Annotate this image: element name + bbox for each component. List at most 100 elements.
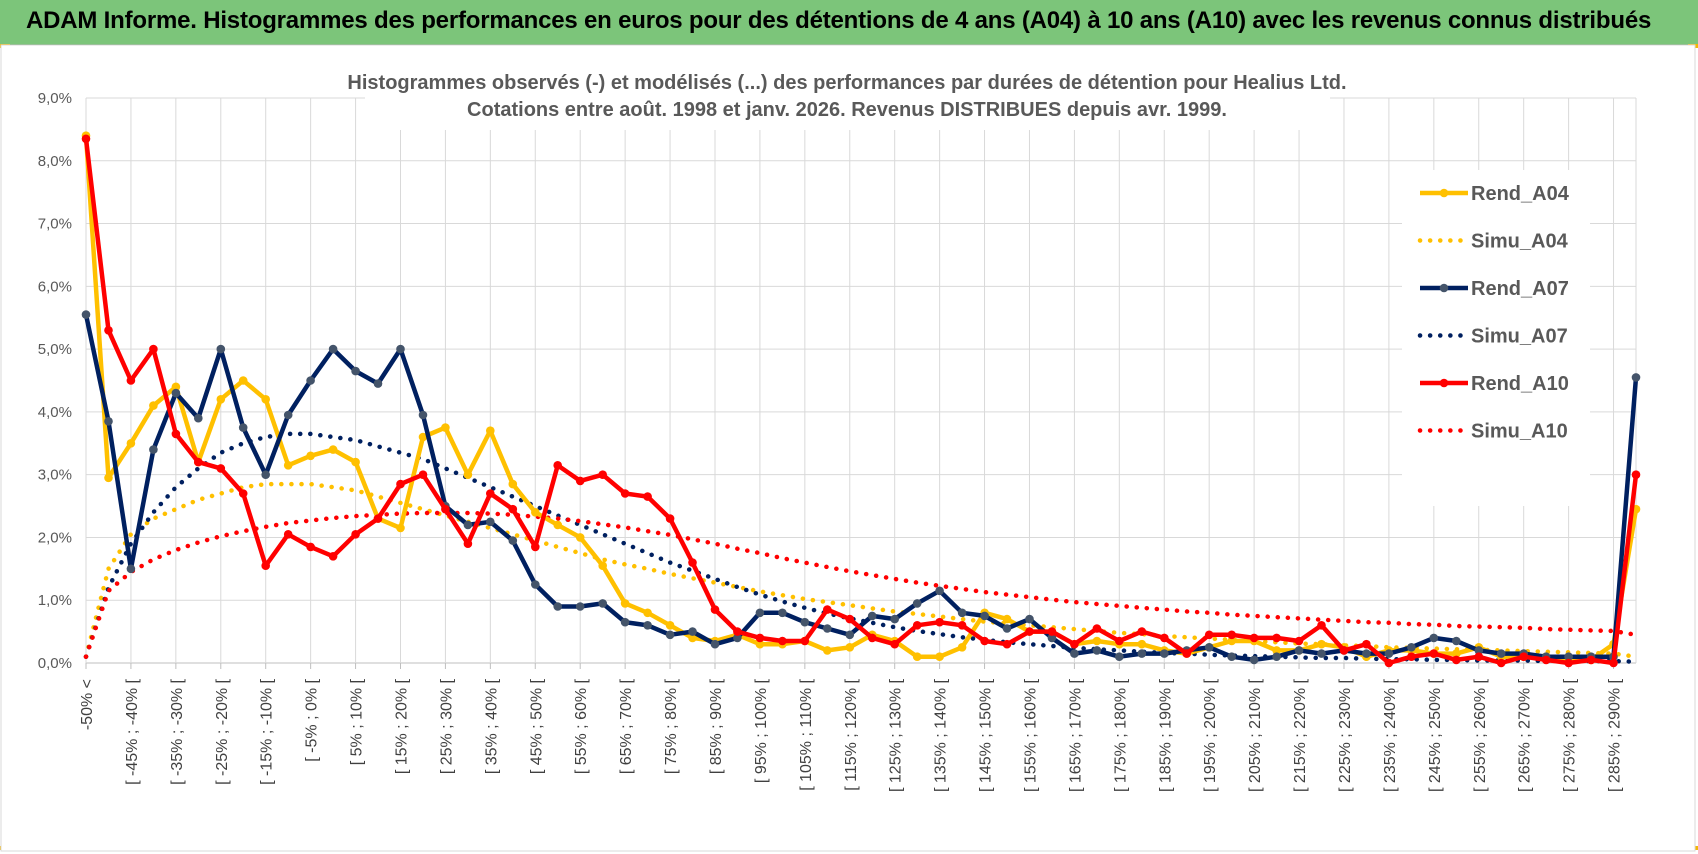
x-tick-label: [ -35% ; -30% [ [169,678,186,784]
data-point-rend-a07 [1362,649,1371,658]
data-point-rend-a07 [935,586,944,596]
data-point-rend-a10 [1002,639,1012,649]
x-tick-label: [ 275% ; 280% [ [1562,678,1579,792]
data-point-rend-a10 [1474,652,1484,661]
chart-title-line2: Cotations entre août. 1998 et janv. 2026… [467,99,1227,121]
legend-marker-rend-a07 [1439,283,1449,293]
data-point-rend-a10 [396,479,405,489]
data-point-rend-a07 [1272,652,1281,661]
data-point-rend-a10 [845,614,855,624]
data-point-rend-a10 [1272,633,1281,643]
data-point-rend-a07 [238,423,248,432]
x-tick-label: [ 205% ; 210% [ [1247,678,1264,792]
data-point-rend-a07 [1047,633,1057,643]
data-point-rend-a07 [1496,649,1506,658]
data-point-rend-a04 [553,520,562,530]
data-point-rend-a10 [306,542,315,552]
y-tick-label: 7,0% [38,216,72,233]
data-point-rend-a07 [620,617,630,627]
data-point-rend-a10 [1496,658,1506,668]
data-point-rend-a10 [1362,639,1371,649]
data-point-rend-a04 [755,639,765,649]
y-axis-ticks: 0,0% 1,0% 2,0% 3,0% 4,0% 5,0% 6,0% 7,0% 8,0% 9,0% [38,90,72,672]
data-point-rend-a07 [373,379,383,388]
data-point-rend-a04 [957,643,967,652]
data-point-rend-a10 [463,539,473,548]
data-point-rend-a10 [1541,655,1551,665]
data-point-rend-a10 [1519,652,1528,661]
data-point-rend-a04 [486,426,495,436]
x-tick-label: [ 235% ; 240% [ [1382,678,1399,792]
data-point-rend-a04 [396,523,405,533]
data-point-rend-a10 [216,464,226,473]
data-point-rend-a04 [283,461,293,470]
data-point-rend-a07 [575,602,585,611]
data-point-rend-a10 [912,621,922,630]
x-tick-label: [ 195% ; 200% [ [1202,678,1219,792]
data-point-rend-a04 [620,599,630,608]
data-point-rend-a07 [1452,636,1461,646]
data-point-rend-a10 [328,552,338,561]
data-point-rend-a10 [1564,658,1573,668]
y-tick-label: 6,0% [38,278,72,295]
data-point-rend-a07 [1564,652,1573,661]
series-line-rend-a10 [83,136,1639,666]
data-point-rend-a04 [643,608,652,618]
x-tick-label: [ 105% ; 110% [ [798,678,815,790]
legend-label-simu-a04: Simu_A04 [1471,231,1569,253]
data-point-rend-a07 [553,602,562,611]
x-tick-label: [ 135% ; 140% [ [933,678,950,792]
data-point-rend-a10 [126,376,136,385]
data-point-rend-a10 [688,558,697,567]
data-point-rend-a10 [1609,658,1618,668]
x-tick-label: [ 85% ; 90% [ [708,678,725,774]
histogram-chart: 0,0% 1,0% 2,0% 3,0% 4,0% 5,0% 6,0% 7,0% 8,0% 9,0%… [0,44,1696,852]
data-point-rend-a10 [1586,655,1596,665]
legend-label-simu-a10: Simu_A10 [1471,421,1568,443]
x-tick-label: -50% < [79,679,96,730]
data-point-rend-a07 [351,366,360,376]
data-point-rend-a07 [1137,649,1147,658]
data-point-rend-a07 [980,611,989,621]
data-point-rend-a07 [643,621,652,630]
data-point-rend-a07 [508,536,518,545]
data-point-rend-a04 [1092,636,1102,646]
x-tick-label: [ -25% ; -20% [ [214,678,231,784]
x-tick-label: [ 45% ; 50% [ [528,678,545,774]
data-point-rend-a07 [665,630,675,640]
data-point-rend-a10 [531,542,540,552]
data-point-rend-a07 [1204,643,1214,652]
series-layer [81,131,1641,668]
data-point-rend-a10 [1407,652,1416,661]
legend-label-rend-a04: Rend_A04 [1471,183,1570,205]
data-point-rend-a10 [553,461,562,470]
data-point-rend-a04 [823,646,832,655]
data-point-rend-a04 [1317,639,1326,649]
x-tick-label: [ 285% ; 290% [ [1607,678,1624,792]
data-point-rend-a04 [935,652,944,661]
data-point-rend-a07 [688,627,697,636]
x-tick-label: [ 75% ; 80% [ [663,678,680,774]
data-point-rend-a07 [261,470,271,480]
data-point-rend-a04 [531,508,540,517]
data-point-rend-a10 [1339,646,1349,655]
data-point-rend-a07 [778,608,787,618]
y-tick-label: 0,0% [38,655,72,672]
x-tick-label: [ 95% ; 100% [ [753,678,770,783]
data-point-rend-a07 [1025,614,1034,624]
data-point-rend-a07 [418,410,428,420]
x-tick-label: [ 225% ; 230% [ [1337,678,1354,792]
data-point-rend-a10 [1452,655,1461,665]
y-tick-label: 3,0% [38,467,72,484]
data-point-rend-a07 [126,564,136,574]
data-point-rend-a07 [867,611,877,621]
data-point-rend-a07 [1317,649,1326,658]
data-point-rend-a04 [171,382,181,392]
x-tick-label: [ 65% ; 70% [ [618,678,635,774]
x-tick-label: [ 55% ; 60% [ [573,678,590,774]
data-point-rend-a07 [171,388,181,398]
data-point-rend-a10 [1227,630,1236,640]
data-point-rend-a10 [1182,649,1191,658]
data-point-rend-a07 [1474,646,1484,655]
y-tick-label: 9,0% [38,90,72,107]
